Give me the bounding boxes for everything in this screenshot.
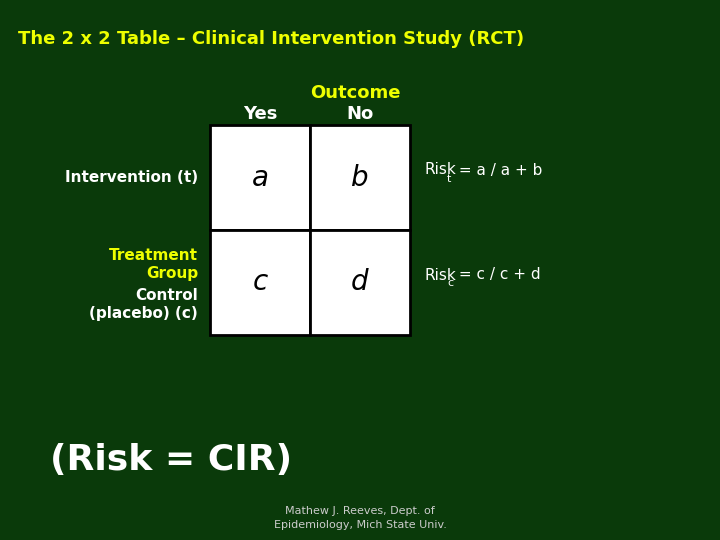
Text: Risk: Risk xyxy=(424,163,456,178)
Text: = a / a + b: = a / a + b xyxy=(454,163,542,178)
Text: Control
(placebo) (c): Control (placebo) (c) xyxy=(89,288,198,321)
Text: d: d xyxy=(351,268,369,296)
Text: Intervention (t): Intervention (t) xyxy=(65,170,198,185)
Bar xyxy=(310,125,410,230)
Text: Yes: Yes xyxy=(243,105,277,123)
Text: Treatment
Group: Treatment Group xyxy=(109,248,198,281)
Text: a: a xyxy=(251,164,269,192)
Bar xyxy=(210,125,310,230)
Text: b: b xyxy=(351,164,369,192)
Text: c: c xyxy=(447,279,453,288)
Text: The 2 x 2 Table – Clinical Intervention Study (RCT): The 2 x 2 Table – Clinical Intervention … xyxy=(18,30,524,48)
Text: = c / c + d: = c / c + d xyxy=(454,267,541,282)
Text: Outcome: Outcome xyxy=(310,84,400,102)
Text: c: c xyxy=(253,268,268,296)
Text: Mathew J. Reeves, Dept. of
Epidemiology, Mich State Univ.: Mathew J. Reeves, Dept. of Epidemiology,… xyxy=(274,507,446,530)
Text: Risk: Risk xyxy=(424,267,456,282)
Text: t: t xyxy=(447,173,451,184)
Text: No: No xyxy=(346,105,374,123)
Bar xyxy=(310,230,410,335)
Text: (Risk = CIR): (Risk = CIR) xyxy=(50,443,292,477)
Bar xyxy=(210,230,310,335)
